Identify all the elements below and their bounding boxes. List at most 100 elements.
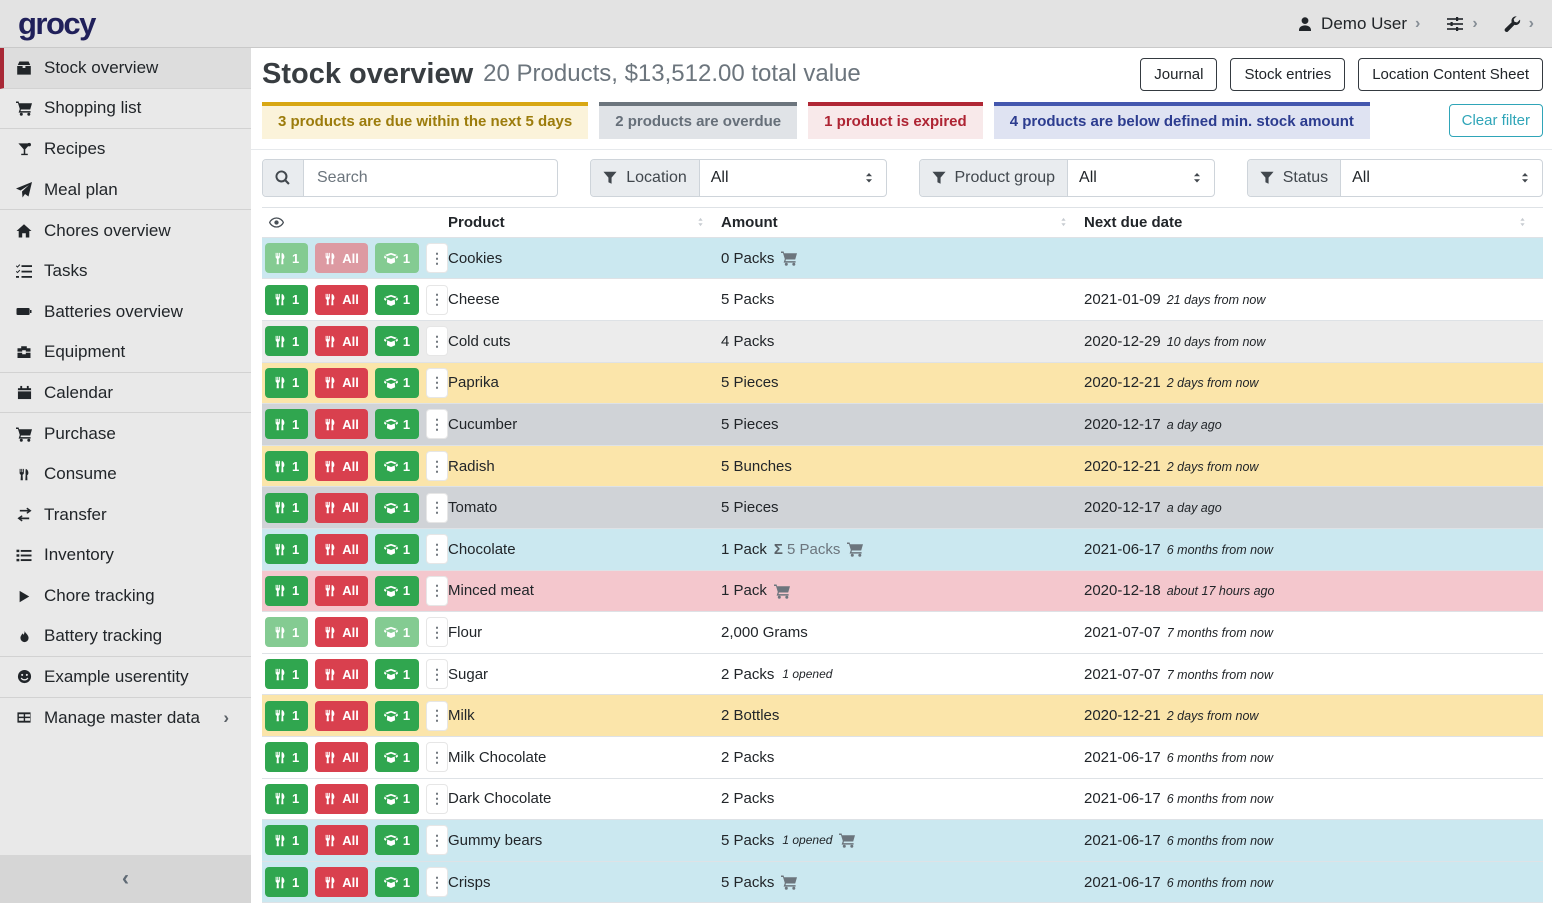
consume-one-button[interactable]: 1	[265, 617, 308, 647]
column-header-amount[interactable]: Amount	[721, 214, 1084, 231]
row-menu-button[interactable]: ⋮	[426, 742, 448, 772]
consume-all-button[interactable]: All	[315, 326, 368, 356]
row-menu-button[interactable]: ⋮	[426, 285, 448, 315]
app-logo[interactable]: grocy	[18, 8, 95, 39]
sidebar-item-chores-overview[interactable]: Chores overview	[0, 210, 251, 251]
open-one-button[interactable]: 1	[375, 409, 419, 439]
open-one-button[interactable]: 1	[375, 617, 419, 647]
consume-one-button[interactable]: 1	[265, 285, 308, 315]
open-one-button[interactable]: 1	[375, 368, 419, 398]
location-content-sheet-button[interactable]: Location Content Sheet	[1358, 58, 1543, 91]
row-menu-button[interactable]: ⋮	[426, 409, 448, 439]
consume-one-button[interactable]: 1	[265, 867, 308, 897]
row-menu-button[interactable]: ⋮	[426, 493, 448, 523]
consume-all-button[interactable]: All	[315, 576, 368, 606]
user-menu[interactable]: Demo User ›	[1297, 14, 1420, 34]
consume-all-button[interactable]: All	[315, 617, 368, 647]
sidebar-item-consume[interactable]: Consume	[0, 454, 251, 495]
sidebar-item-stock-overview[interactable]: Stock overview	[0, 48, 251, 89]
sidebar-item-batteries-overview[interactable]: Batteries overview	[0, 292, 251, 333]
row-menu-button[interactable]: ⋮	[426, 243, 448, 273]
consume-one-button[interactable]: 1	[265, 368, 308, 398]
sidebar-item-tasks[interactable]: Tasks	[0, 251, 251, 292]
row-menu-button[interactable]: ⋮	[426, 326, 448, 356]
column-header-product[interactable]: Product	[448, 214, 721, 231]
consume-one-button[interactable]: 1	[265, 243, 308, 273]
search-input[interactable]	[304, 160, 557, 196]
sidebar-item-transfer[interactable]: Transfer	[0, 495, 251, 536]
consume-one-button[interactable]: 1	[265, 451, 308, 481]
consume-one-button[interactable]: 1	[265, 659, 308, 689]
consume-one-button[interactable]: 1	[265, 534, 308, 564]
banner-below-min[interactable]: 4 products are below defined min. stock …	[994, 102, 1370, 139]
consume-all-button[interactable]: All	[315, 368, 368, 398]
row-menu-button[interactable]: ⋮	[426, 451, 448, 481]
consume-all-button[interactable]: All	[315, 742, 368, 772]
settings-menu[interactable]: ›	[1446, 15, 1477, 33]
banner-due-soon[interactable]: 3 products are due within the next 5 day…	[262, 102, 588, 139]
status-filter-select[interactable]: All	[1341, 160, 1542, 196]
consume-all-button[interactable]: All	[315, 451, 368, 481]
journal-button[interactable]: Journal	[1140, 58, 1217, 91]
consume-all-button[interactable]: All	[315, 493, 368, 523]
open-one-button[interactable]: 1	[375, 285, 419, 315]
admin-menu[interactable]: ›	[1504, 15, 1534, 33]
sidebar-item-shopping-list[interactable]: Shopping list	[0, 89, 251, 130]
banner-overdue[interactable]: 2 products are overdue	[599, 102, 797, 139]
consume-one-button[interactable]: 1	[265, 742, 308, 772]
consume-all-button[interactable]: All	[315, 825, 368, 855]
open-one-button[interactable]: 1	[375, 576, 419, 606]
location-filter-select[interactable]: All	[700, 160, 886, 196]
row-menu-button[interactable]: ⋮	[426, 867, 448, 897]
sidebar-item-equipment[interactable]: Equipment	[0, 332, 251, 373]
consume-one-button[interactable]: 1	[265, 409, 308, 439]
open-one-button[interactable]: 1	[375, 451, 419, 481]
sidebar-item-inventory[interactable]: Inventory	[0, 535, 251, 576]
clear-filter-button[interactable]: Clear filter	[1449, 104, 1543, 137]
sidebar-item-manage-master-data[interactable]: Manage master data›	[0, 698, 251, 739]
open-one-button[interactable]: 1	[375, 784, 419, 814]
consume-all-button[interactable]: All	[315, 867, 368, 897]
open-one-button[interactable]: 1	[375, 243, 419, 273]
open-one-button[interactable]: 1	[375, 534, 419, 564]
sidebar-item-recipes[interactable]: Recipes	[0, 129, 251, 170]
consume-one-button[interactable]: 1	[265, 825, 308, 855]
open-one-button[interactable]: 1	[375, 867, 419, 897]
row-menu-button[interactable]: ⋮	[426, 368, 448, 398]
consume-all-button[interactable]: All	[315, 701, 368, 731]
consume-all-button[interactable]: All	[315, 243, 368, 273]
open-one-button[interactable]: 1	[375, 493, 419, 523]
consume-all-button[interactable]: All	[315, 409, 368, 439]
open-one-button[interactable]: 1	[375, 326, 419, 356]
open-one-button[interactable]: 1	[375, 659, 419, 689]
consume-all-button[interactable]: All	[315, 285, 368, 315]
row-menu-button[interactable]: ⋮	[426, 659, 448, 689]
consume-one-button[interactable]: 1	[265, 576, 308, 606]
row-menu-button[interactable]: ⋮	[426, 784, 448, 814]
stock-entries-button[interactable]: Stock entries	[1230, 58, 1345, 91]
consume-all-button[interactable]: All	[315, 784, 368, 814]
open-one-button[interactable]: 1	[375, 701, 419, 731]
sidebar-item-meal-plan[interactable]: Meal plan	[0, 170, 251, 211]
row-menu-button[interactable]: ⋮	[426, 701, 448, 731]
open-one-button[interactable]: 1	[375, 825, 419, 855]
row-menu-button[interactable]: ⋮	[426, 825, 448, 855]
row-menu-button[interactable]: ⋮	[426, 534, 448, 564]
sidebar-item-calendar[interactable]: Calendar	[0, 373, 251, 414]
consume-one-button[interactable]: 1	[265, 701, 308, 731]
sidebar-item-chore-tracking[interactable]: Chore tracking	[0, 576, 251, 617]
consume-all-button[interactable]: All	[315, 534, 368, 564]
row-menu-button[interactable]: ⋮	[426, 617, 448, 647]
open-one-button[interactable]: 1	[375, 742, 419, 772]
banner-expired[interactable]: 1 product is expired	[808, 102, 983, 139]
row-menu-button[interactable]: ⋮	[426, 576, 448, 606]
consume-one-button[interactable]: 1	[265, 784, 308, 814]
product-group-filter-select[interactable]: All	[1068, 160, 1214, 196]
consume-one-button[interactable]: 1	[265, 326, 308, 356]
consume-all-button[interactable]: All	[315, 659, 368, 689]
sidebar-collapse-button[interactable]: ‹	[0, 855, 251, 903]
sidebar-item-example-userentity[interactable]: Example userentity	[0, 657, 251, 698]
consume-one-button[interactable]: 1	[265, 493, 308, 523]
eye-icon[interactable]	[268, 215, 285, 230]
sidebar-item-purchase[interactable]: Purchase	[0, 413, 251, 454]
